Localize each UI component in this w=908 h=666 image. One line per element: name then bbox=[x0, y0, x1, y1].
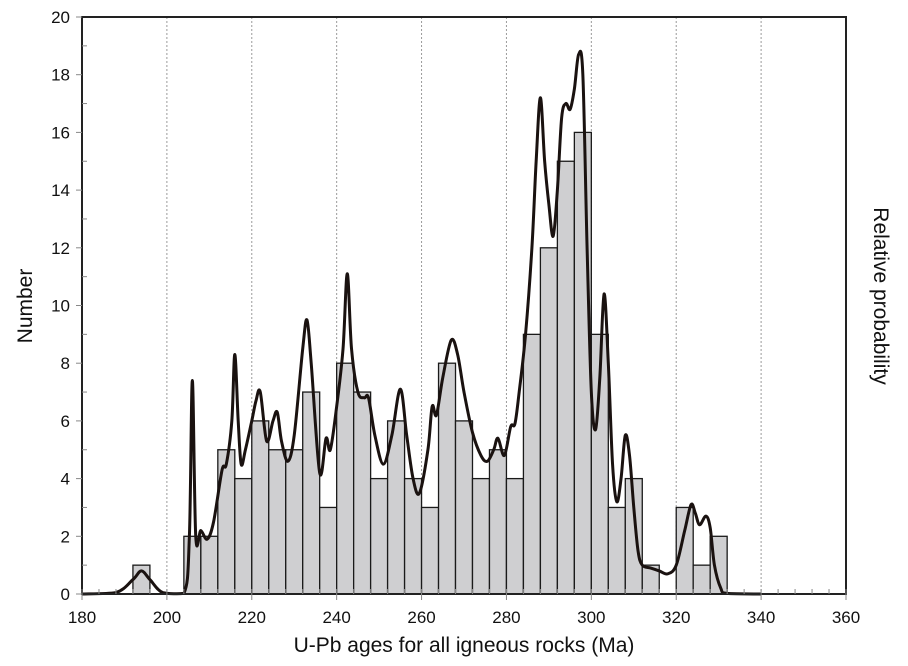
bar bbox=[302, 391, 321, 595]
tick-labels: 0 2 4 6 8 10 12 14 16 18 20 180 200 220 240 260 280 300 32… bbox=[51, 8, 860, 627]
bar bbox=[403, 477, 423, 595]
x-tick-label: 180 bbox=[68, 608, 96, 627]
probability-curve bbox=[81, 49, 762, 596]
x-tick-label: 320 bbox=[662, 608, 690, 627]
x-tick-label: 200 bbox=[153, 608, 181, 627]
y-tick-label: 2 bbox=[61, 527, 70, 546]
x-axis-title: U-Pb ages for all igneous rocks (Ma) bbox=[294, 634, 635, 657]
bar bbox=[454, 420, 474, 595]
axes bbox=[76, 16, 847, 600]
y-tick-label: 14 bbox=[51, 181, 70, 200]
x-tick-label: 300 bbox=[577, 608, 605, 627]
x-tick-label: 340 bbox=[747, 608, 775, 627]
bar bbox=[692, 564, 711, 595]
x-tick-label: 220 bbox=[238, 608, 266, 627]
x-tick-label: 260 bbox=[407, 608, 435, 627]
y-tick-label: 0 bbox=[61, 585, 70, 604]
bar bbox=[285, 449, 304, 595]
x-tick-label: 360 bbox=[832, 608, 860, 627]
bar bbox=[420, 506, 440, 595]
y2-axis-title: Relative probability bbox=[869, 207, 892, 385]
bar bbox=[522, 333, 542, 595]
y-tick-label: 6 bbox=[61, 412, 70, 431]
bar bbox=[200, 535, 219, 595]
y-tick-label: 4 bbox=[61, 470, 70, 489]
bar bbox=[268, 449, 287, 595]
bar bbox=[505, 477, 525, 595]
bar bbox=[319, 506, 338, 595]
bar bbox=[556, 160, 576, 595]
bar bbox=[607, 506, 626, 595]
y-tick-label: 16 bbox=[51, 123, 70, 142]
y-tick-label: 10 bbox=[51, 297, 70, 316]
y-axis-title: Number bbox=[14, 269, 37, 344]
bar bbox=[539, 247, 559, 595]
x-tick-label: 280 bbox=[492, 608, 520, 627]
bar bbox=[251, 420, 270, 595]
y-tick-label: 18 bbox=[51, 66, 70, 85]
x-tick-label: 240 bbox=[322, 608, 350, 627]
y-tick-label: 8 bbox=[61, 354, 70, 373]
bar bbox=[471, 477, 491, 595]
y-tick-label: 12 bbox=[51, 239, 70, 258]
y-tick-label: 20 bbox=[51, 8, 70, 27]
bar bbox=[488, 449, 508, 595]
bars bbox=[132, 131, 728, 595]
bar bbox=[234, 477, 253, 595]
bar bbox=[352, 391, 372, 595]
bar bbox=[369, 477, 389, 595]
bar bbox=[437, 362, 457, 595]
